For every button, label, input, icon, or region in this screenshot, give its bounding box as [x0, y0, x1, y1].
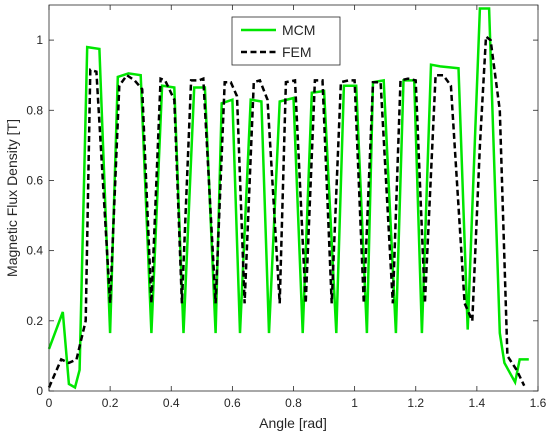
legend: MCM FEM: [231, 16, 341, 66]
x-tick-label: 1.2: [407, 396, 424, 410]
series-line-fem: [47, 34, 526, 388]
y-axis-label: Magnetic Flux Density [T]: [4, 119, 20, 277]
x-tick-label: 0.6: [224, 396, 241, 410]
x-tick-label: 1: [351, 396, 358, 410]
x-tick-label: 0.8: [285, 396, 302, 410]
plot-background: [49, 5, 538, 391]
y-tick-label: 0.2: [26, 314, 43, 328]
y-tick-label: 0.8: [26, 103, 43, 117]
ticks-layer: 0 0.2 0.4 0.6 0.8 1 1.2 1.4 1.6 0 0.2 0.4 0.6 0.8 1: [26, 5, 547, 410]
legend-label-mcm: MCM: [282, 22, 315, 38]
legend-label-fem: FEM: [282, 44, 312, 60]
x-tick-label: 1.4: [469, 396, 486, 410]
x-tick-label: 1.6: [530, 396, 547, 410]
y-tick-label: 1: [36, 33, 43, 47]
x-tick-label: 0.4: [163, 396, 180, 410]
x-tick-label: 0: [46, 396, 53, 410]
legend-box: [231, 16, 341, 66]
x-tick-label: 0.2: [102, 396, 119, 410]
y-tick-label: 0.4: [26, 244, 43, 258]
series-layer: [47, 7, 529, 390]
y-tick-label: 0: [36, 384, 43, 398]
x-axis-label: Angle [rad]: [259, 415, 327, 431]
y-tick-label: 0.6: [26, 173, 43, 187]
